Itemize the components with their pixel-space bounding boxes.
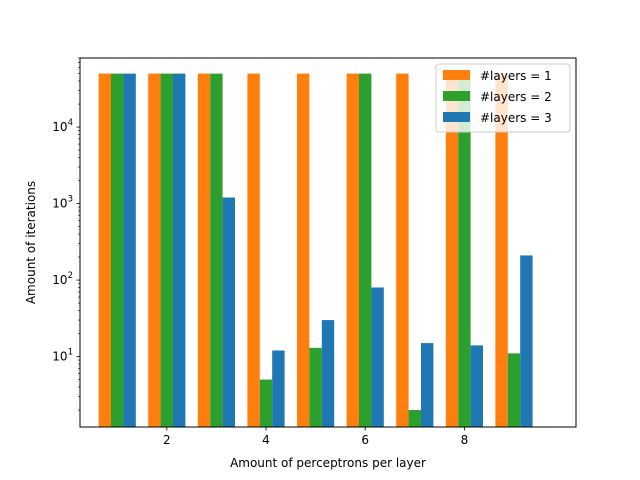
bar-series3-x3 bbox=[222, 197, 235, 427]
legend-label-layers-3: #layers = 3 bbox=[480, 111, 552, 125]
bar-series1-x7 bbox=[396, 73, 409, 428]
bar-series3-x5 bbox=[321, 320, 335, 427]
bar-series3-x1 bbox=[123, 73, 136, 428]
bar-series3-x2 bbox=[173, 73, 186, 428]
bar-series2-x5 bbox=[309, 347, 322, 427]
y-tick-label: 103 bbox=[52, 195, 73, 211]
bar-series1-x1 bbox=[98, 73, 111, 428]
bar-series1-x5 bbox=[297, 73, 310, 428]
bar-series1-x2 bbox=[148, 73, 161, 428]
x-tick-label: 2 bbox=[163, 433, 171, 447]
bar-series1-x8 bbox=[445, 73, 459, 428]
bar-series1-x6 bbox=[346, 73, 359, 428]
bar-series2-x8 bbox=[458, 73, 471, 428]
y-axis-ticks: 101 102 103 104 bbox=[52, 57, 80, 411]
legend-swatch-layers-1 bbox=[443, 70, 470, 80]
x-tick-label: 4 bbox=[262, 433, 270, 447]
bar-series1-x3 bbox=[197, 73, 211, 428]
bar-series2-x3 bbox=[210, 73, 223, 428]
bar-series2-x4 bbox=[259, 379, 273, 427]
legend-label-layers-1: #layers = 1 bbox=[480, 69, 552, 83]
y-axis-label: Amount of iterations bbox=[24, 181, 38, 304]
legend-label-layers-2: #layers = 2 bbox=[480, 90, 552, 104]
plot-frame bbox=[79, 57, 577, 428]
bar-series3-x9 bbox=[520, 255, 533, 427]
bar-series3-x8 bbox=[470, 345, 483, 427]
y-tick-label: 102 bbox=[52, 271, 73, 287]
bar-series3-x4 bbox=[272, 350, 285, 427]
legend: #layers = 1 #layers = 2 #layers = 3 bbox=[435, 63, 571, 133]
bar-series2-x2 bbox=[160, 73, 173, 428]
bar-series2-x7 bbox=[408, 410, 421, 427]
bar-series3-x7 bbox=[421, 343, 434, 427]
x-tick-label: 6 bbox=[361, 433, 369, 447]
x-axis-ticks: 2 4 6 8 bbox=[163, 427, 468, 447]
legend-swatch-layers-2 bbox=[443, 91, 470, 101]
bar-series3-x6 bbox=[371, 287, 384, 427]
bar-series2-x1 bbox=[111, 73, 124, 428]
legend-swatch-layers-3 bbox=[443, 112, 470, 122]
bar-series2-x6 bbox=[359, 73, 372, 428]
y-tick-label: 101 bbox=[52, 348, 73, 364]
bar-series1-x4 bbox=[247, 73, 260, 428]
bars-layer bbox=[98, 73, 533, 428]
bar-series1-x9 bbox=[495, 73, 508, 428]
bar-series2-x9 bbox=[507, 353, 521, 427]
x-tick-label: 8 bbox=[461, 433, 469, 447]
y-tick-label: 104 bbox=[52, 118, 73, 134]
x-axis-label: Amount of perceptrons per layer bbox=[230, 456, 426, 470]
